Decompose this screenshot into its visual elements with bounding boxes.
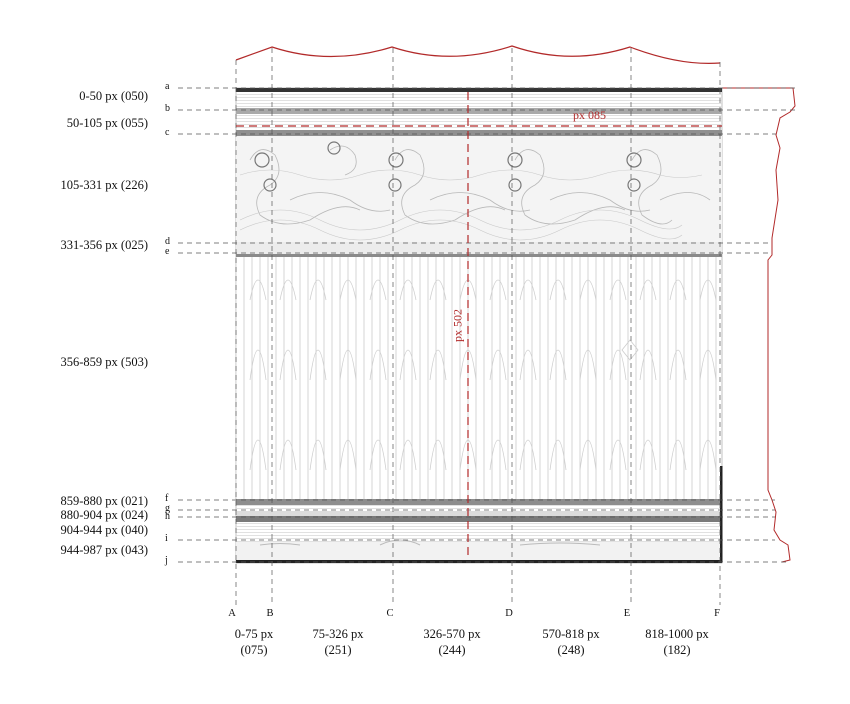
row-label-b: 50-105 px (055) [66,116,148,130]
row-letter-c: c [165,127,170,138]
col-label-d-range: 570-818 px [542,627,600,641]
row-label-c: 105-331 px (226) [60,178,149,192]
row-label-a: 0-50 px (050) [79,89,148,103]
col-label-e: 818-1000 px (182) [622,626,732,658]
col-label-c: 326-570 px (244) [397,626,507,658]
top-profile-outline [235,45,721,64]
row-letter-a: a [165,81,170,92]
horizontal-measure-label: px 085 [573,108,606,122]
row-letter-f: f [165,493,169,504]
row-label-h: 904-944 px (040) [60,523,149,537]
col-label-b-width: (251) [324,643,352,657]
col-label-c-width: (244) [438,643,466,657]
col-letter-f: F [714,608,720,619]
row-guides [178,87,796,563]
col-label-a-width: (075) [240,643,268,657]
row-letter-j: j [165,555,168,566]
side-profile-outline [722,87,796,563]
col-letter-a: A [228,608,236,619]
row-label-g: 880-904 px (024) [60,508,149,522]
frieze-band [236,136,722,242]
col-letter-e: E [623,608,631,619]
row-label-e: 356-859 px (503) [60,355,149,369]
col-label-d-width: (248) [557,643,585,657]
col-label-b-range: 75-326 px [312,627,364,641]
row-label-f: 859-880 px (021) [60,494,149,508]
row-letter-h: h [165,511,170,522]
col-label-a: 0-75 px (075) [199,626,309,658]
row-label-d: 331-356 px (025) [60,238,149,252]
col-label-d: 570-818 px (248) [516,626,626,658]
col-label-b: 75-326 px (251) [283,626,393,658]
flute-arches [249,279,717,471]
col-letter-d: D [505,608,513,619]
col-letter-c: C [386,608,394,619]
col-label-a-range: 0-75 px [234,627,274,641]
column-guides [235,48,721,605]
col-label-e-width: (182) [663,643,691,657]
row-letter-e: e [165,246,170,257]
fluted-field [236,257,722,499]
row-label-j: 944-987 px (043) [60,543,149,557]
row-letter-b: b [165,103,170,114]
col-label-e-range: 818-1000 px [645,627,709,641]
col-label-c-range: 326-570 px [423,627,481,641]
row-letter-i: i [165,533,168,544]
row-letter-d: d [165,236,170,247]
row-letter-g: g [165,503,170,514]
col-letter-b: B [266,608,274,619]
vertical-measure-label: px 502 [450,309,465,342]
frieze-ornament [249,145,711,225]
